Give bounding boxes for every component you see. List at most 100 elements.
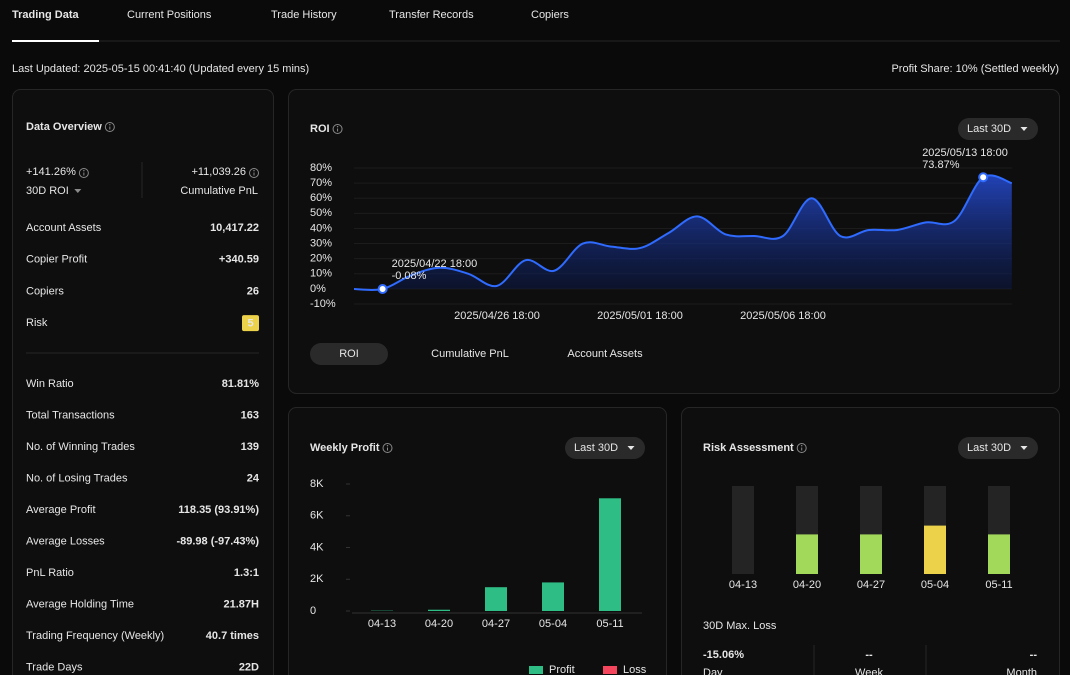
toggle[interactable]: Account Assets bbox=[567, 348, 643, 360]
legend-label: Loss bbox=[623, 664, 647, 675]
x-tick-label: 04-20 bbox=[425, 618, 453, 630]
info-icon bbox=[253, 170, 255, 172]
bar bbox=[924, 525, 946, 574]
caret bbox=[1020, 127, 1028, 131]
info-icon bbox=[249, 168, 259, 178]
summary-title: 30D Max. Loss bbox=[703, 620, 777, 632]
y-tick-label: 4K bbox=[310, 541, 324, 553]
bar bbox=[988, 534, 1010, 574]
tab[interactable]: Transfer Records bbox=[389, 9, 474, 21]
chart-title: ROI bbox=[310, 123, 330, 135]
y-tick-label: 10% bbox=[310, 268, 332, 280]
y-tick-label: 2K bbox=[310, 573, 324, 585]
tab[interactable]: Trading Data bbox=[12, 9, 80, 21]
roi-label[interactable]: 30D ROI bbox=[26, 185, 69, 197]
roi-value: +141.26% bbox=[26, 166, 76, 178]
stat-value: 10,417.22 bbox=[210, 222, 259, 234]
stat-label: Total Transactions bbox=[26, 409, 115, 421]
info-icon bbox=[382, 443, 393, 453]
range-dropdown[interactable] bbox=[958, 437, 1038, 459]
info-icon bbox=[83, 170, 85, 172]
y-tick-label: 80% bbox=[310, 162, 332, 174]
summary-label: Month bbox=[1006, 667, 1037, 675]
bar bbox=[796, 534, 818, 574]
annotation-point bbox=[978, 172, 989, 183]
summary-value: -15.06% bbox=[703, 649, 744, 661]
x-tick-label: 05-04 bbox=[921, 579, 949, 591]
range-dropdown-label[interactable]: Last 30D bbox=[967, 123, 1011, 135]
summary-value: -- bbox=[865, 649, 873, 661]
caret bbox=[627, 446, 635, 450]
info-icon bbox=[796, 443, 807, 453]
caret bbox=[1020, 446, 1028, 450]
tab[interactable]: Trade History bbox=[271, 9, 337, 21]
risk-track bbox=[732, 486, 754, 574]
y-tick-label: 60% bbox=[310, 192, 332, 204]
x-tick-label: 05-11 bbox=[985, 579, 1012, 591]
legend-swatch bbox=[603, 666, 617, 674]
y-tick-label: -10% bbox=[310, 298, 336, 310]
annotation-date: 2025/05/13 18:00 bbox=[922, 147, 1008, 159]
caret bbox=[74, 189, 82, 193]
roi-area bbox=[354, 175, 1012, 291]
stat-label: No. of Winning Trades bbox=[26, 441, 135, 453]
stat-label: Average Holding Time bbox=[26, 598, 134, 610]
range-dropdown[interactable] bbox=[565, 437, 645, 459]
stat-value: 24 bbox=[247, 472, 260, 484]
stat-label: Risk bbox=[26, 317, 48, 329]
stat-value: 81.81% bbox=[222, 378, 260, 390]
summary-value: -- bbox=[1030, 649, 1038, 661]
last-updated: Last Updated: 2025-05-15 00:41:40 (Updat… bbox=[12, 63, 309, 75]
toggle[interactable]: ROI bbox=[339, 348, 359, 360]
toggle[interactable]: Cumulative PnL bbox=[431, 348, 509, 360]
bar bbox=[860, 534, 882, 574]
chart-title: Weekly Profit bbox=[310, 442, 380, 454]
x-tick-label: 2025/04/26 18:00 bbox=[454, 310, 540, 322]
x-tick-label: 04-27 bbox=[482, 618, 510, 630]
legend-swatch bbox=[529, 666, 543, 674]
stat-value: 26 bbox=[247, 285, 259, 297]
stat-label: Copier Profit bbox=[26, 254, 87, 266]
risk-value: 5 bbox=[247, 318, 253, 330]
stat-value: +340.59 bbox=[219, 254, 259, 266]
annotation-date: 2025/04/22 18:00 bbox=[392, 258, 478, 270]
y-tick-label: 6K bbox=[310, 510, 324, 522]
info-icon bbox=[104, 122, 115, 132]
bar bbox=[485, 587, 507, 611]
summary-label: Week bbox=[855, 667, 883, 675]
tab[interactable]: Current Positions bbox=[127, 9, 212, 21]
stat-value: 1.3:1 bbox=[234, 567, 259, 579]
range-dropdown[interactable] bbox=[958, 118, 1038, 140]
y-tick-label: 30% bbox=[310, 237, 332, 249]
info-icon bbox=[332, 124, 343, 134]
bar bbox=[599, 498, 621, 611]
x-tick-label: 04-13 bbox=[368, 618, 396, 630]
info-icon bbox=[109, 124, 111, 126]
y-tick-label: 70% bbox=[310, 177, 332, 189]
info-icon bbox=[801, 445, 803, 447]
annotation-point bbox=[377, 284, 388, 295]
overview-title: Data Overview bbox=[26, 121, 102, 133]
y-tick-label: 0% bbox=[310, 283, 326, 295]
toggle-active[interactable] bbox=[310, 343, 388, 365]
tab[interactable]: Copiers bbox=[531, 9, 569, 21]
pnl-value: +11,039.26 bbox=[191, 166, 246, 178]
stat-label: Win Ratio bbox=[26, 378, 74, 390]
legend-label: Profit bbox=[549, 664, 575, 675]
x-tick-label: 05-11 bbox=[596, 618, 623, 630]
stat-value: 22D bbox=[239, 661, 259, 673]
range-dropdown-label[interactable]: Last 30D bbox=[574, 442, 618, 454]
stat-label: No. of Losing Trades bbox=[26, 472, 128, 484]
roi-line bbox=[353, 174, 1013, 292]
weekly-profit-panel bbox=[288, 407, 667, 675]
stat-value: 21.87H bbox=[224, 598, 260, 610]
bar bbox=[428, 609, 450, 611]
x-tick-label: 04-20 bbox=[793, 579, 821, 591]
active-tab-indicator bbox=[12, 40, 99, 42]
bar bbox=[542, 582, 564, 611]
pnl-label: Cumulative PnL bbox=[180, 185, 258, 197]
x-tick-label: 04-27 bbox=[857, 579, 885, 591]
range-dropdown-label[interactable]: Last 30D bbox=[967, 442, 1011, 454]
